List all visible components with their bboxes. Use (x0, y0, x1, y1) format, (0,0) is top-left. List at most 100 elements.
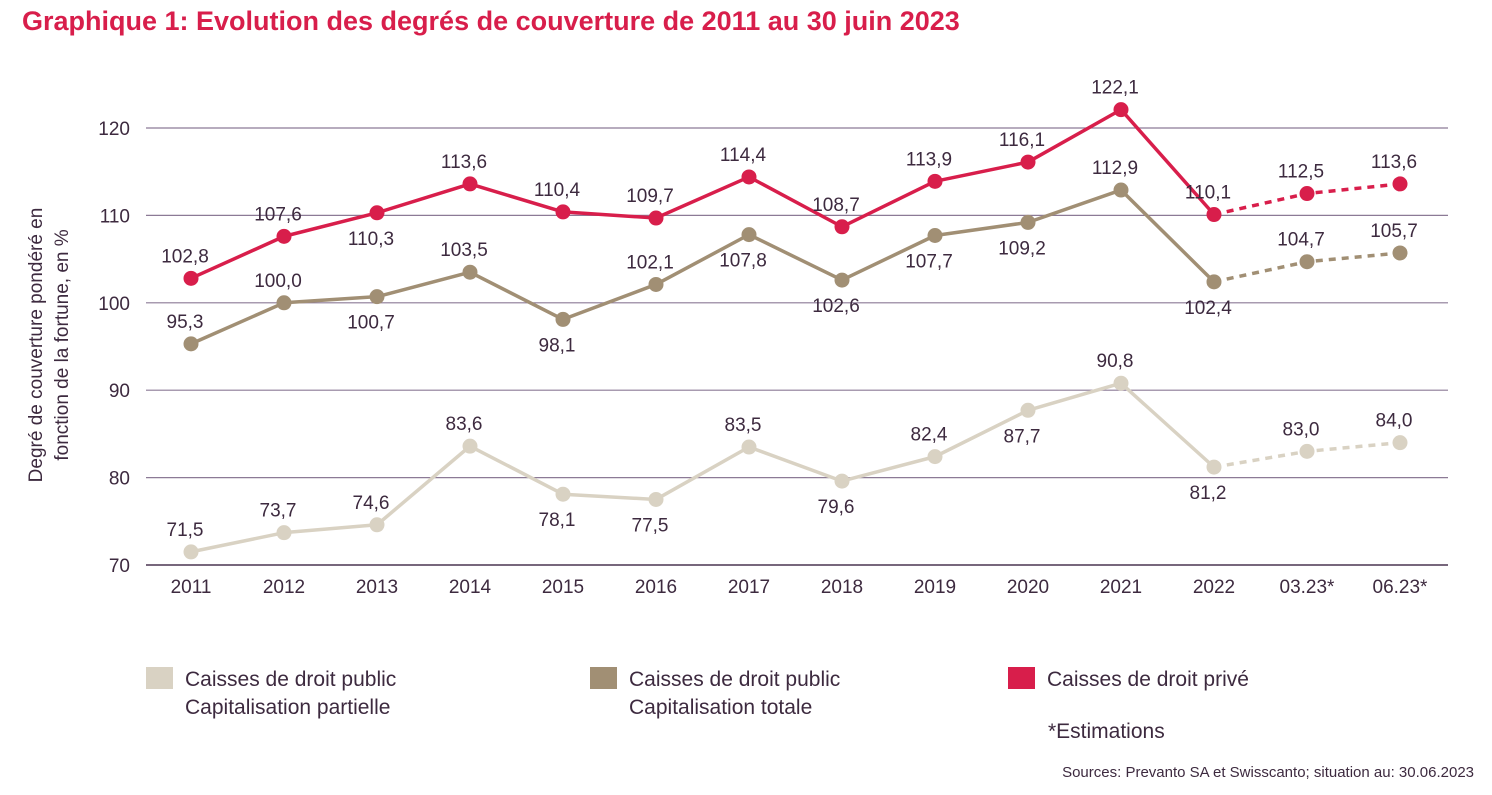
data-label-caisses-de-droit-prive: 108,7 (812, 195, 860, 216)
data-label-caisses-de-droit-prive: 109,7 (626, 186, 674, 207)
data-label-caisses-de-droit-public-capitalisation-totale: 102,4 (1184, 298, 1232, 319)
data-point-caisses-de-droit-public-capitalisation-partielle (184, 544, 199, 559)
x-tick-label: 2016 (635, 577, 677, 598)
legend-label-totale: Caisses de droit public Capitalisation t… (629, 666, 840, 722)
data-point-caisses-de-droit-public-capitalisation-partielle (370, 517, 385, 532)
sources-note: Sources: Prevanto SA et Swisscanto; situ… (1062, 764, 1474, 781)
data-label-caisses-de-droit-prive: 122,1 (1091, 78, 1139, 99)
y-tick-label: 100 (98, 294, 130, 315)
data-label-caisses-de-droit-public-capitalisation-partielle: 82,4 (911, 425, 948, 446)
data-point-caisses-de-droit-public-capitalisation-totale (835, 273, 850, 288)
data-label-caisses-de-droit-prive: 110,3 (348, 229, 394, 250)
data-point-caisses-de-droit-public-capitalisation-partielle (742, 440, 757, 455)
data-point-caisses-de-droit-prive (1207, 207, 1222, 222)
data-label-caisses-de-droit-public-capitalisation-partielle: 87,7 (1004, 426, 1041, 447)
data-point-caisses-de-droit-public-capitalisation-partielle (277, 525, 292, 540)
data-point-caisses-de-droit-public-capitalisation-totale (463, 265, 478, 280)
data-label-caisses-de-droit-prive: 112,5 (1278, 162, 1324, 183)
legend-partielle-line1: Caisses de droit public (185, 666, 396, 694)
legend-totale-line1: Caisses de droit public (629, 666, 840, 694)
data-label-caisses-de-droit-public-capitalisation-partielle: 83,5 (725, 415, 762, 436)
line-chart: 70 80 90 100 110 120 2011 2012 2013 2014 2015 2016 2… (0, 0, 1492, 640)
data-label-caisses-de-droit-prive: 114,4 (720, 145, 767, 166)
data-point-caisses-de-droit-prive (1300, 186, 1315, 201)
data-label-caisses-de-droit-public-capitalisation-totale: 102,6 (812, 296, 860, 317)
legend-item-partielle: Caisses de droit public Capitalisation p… (146, 666, 396, 722)
data-point-caisses-de-droit-prive (928, 174, 943, 189)
data-label-caisses-de-droit-public-capitalisation-partielle: 81,2 (1190, 483, 1227, 504)
y-tick-label: 90 (109, 381, 130, 402)
x-tick-label: 2014 (449, 577, 492, 598)
y-axis-label-line2: fonction de la fortune, en % (52, 229, 73, 460)
data-label-caisses-de-droit-public-capitalisation-totale: 107,8 (719, 251, 767, 272)
data-label-caisses-de-droit-public-capitalisation-partielle: 83,0 (1283, 419, 1320, 440)
data-label-caisses-de-droit-public-capitalisation-partielle: 84,0 (1376, 411, 1413, 432)
y-axis-label-line1: Degré de couverture pondéré en (26, 208, 47, 483)
data-label-caisses-de-droit-public-capitalisation-partielle: 90,8 (1097, 351, 1134, 372)
legend-totale-line2: Capitalisation totale (629, 694, 840, 722)
data-point-caisses-de-droit-public-capitalisation-partielle (1393, 435, 1408, 450)
data-point-caisses-de-droit-prive (742, 169, 757, 184)
data-point-caisses-de-droit-prive (835, 219, 850, 234)
estimation-note: *Estimations (1048, 720, 1165, 744)
legend-item-prive: Caisses de droit privé (1008, 666, 1249, 694)
legend-item-totale: Caisses de droit public Capitalisation t… (590, 666, 840, 722)
data-label-caisses-de-droit-prive: 116,1 (999, 130, 1045, 151)
data-point-caisses-de-droit-public-capitalisation-partielle (1114, 376, 1129, 391)
legend-prive-line1: Caisses de droit privé (1047, 666, 1249, 694)
x-tick-label: 2018 (821, 577, 863, 598)
data-point-caisses-de-droit-public-capitalisation-totale (1393, 245, 1408, 260)
data-label-caisses-de-droit-public-capitalisation-totale: 95,3 (167, 312, 204, 333)
legend-label-prive: Caisses de droit privé (1047, 666, 1249, 694)
x-tick-label: 2021 (1100, 577, 1142, 598)
data-label-caisses-de-droit-public-capitalisation-partielle: 77,5 (632, 515, 669, 536)
data-label-caisses-de-droit-public-capitalisation-totale: 107,7 (905, 252, 953, 273)
data-label-caisses-de-droit-public-capitalisation-partielle: 78,1 (539, 510, 576, 531)
data-point-caisses-de-droit-public-capitalisation-totale (370, 289, 385, 304)
x-tick-label: 2013 (356, 577, 398, 598)
data-label-caisses-de-droit-public-capitalisation-totale: 109,2 (998, 238, 1046, 259)
data-label-caisses-de-droit-public-capitalisation-partielle: 83,6 (446, 414, 483, 435)
data-label-caisses-de-droit-public-capitalisation-totale: 105,7 (1370, 221, 1418, 242)
y-tick-label: 70 (109, 556, 130, 577)
y-tick-label: 120 (98, 119, 130, 140)
data-point-caisses-de-droit-prive (1393, 176, 1408, 191)
data-label-caisses-de-droit-prive: 110,4 (534, 180, 581, 201)
x-tick-label: 2015 (542, 577, 584, 598)
data-label-caisses-de-droit-public-capitalisation-partielle: 71,5 (167, 520, 204, 541)
data-point-caisses-de-droit-prive (370, 205, 385, 220)
labels-layer: 102,8 107,6 110,3 113,6 110,4 109,7 114,4 108,7… (161, 78, 1418, 541)
data-point-caisses-de-droit-public-capitalisation-totale (649, 277, 664, 292)
x-tick-label: 2020 (1007, 577, 1049, 598)
y-tick-label: 80 (109, 469, 130, 490)
legend-swatch-prive (1008, 667, 1035, 689)
x-tick-label: 2011 (171, 577, 212, 598)
legend-swatch-totale (590, 667, 617, 689)
legend-partielle-line2: Capitalisation partielle (185, 694, 396, 722)
x-tick-label: 2019 (914, 577, 956, 598)
data-label-caisses-de-droit-public-capitalisation-partielle: 79,6 (818, 497, 855, 518)
data-label-caisses-de-droit-public-capitalisation-totale: 103,5 (440, 240, 488, 261)
data-label-caisses-de-droit-public-capitalisation-partielle: 73,7 (260, 501, 297, 522)
data-point-caisses-de-droit-prive (1021, 155, 1036, 170)
series-line-caisses-de-droit-public-capitalisation-totale (191, 190, 1214, 344)
data-label-caisses-de-droit-prive: 113,9 (906, 149, 952, 170)
data-point-caisses-de-droit-prive (649, 211, 664, 226)
data-label-caisses-de-droit-public-capitalisation-totale: 100,0 (254, 271, 302, 292)
data-point-caisses-de-droit-prive (463, 176, 478, 191)
data-point-caisses-de-droit-prive (184, 271, 199, 286)
legend-swatch-partielle (146, 667, 173, 689)
data-point-caisses-de-droit-public-capitalisation-totale (1300, 254, 1315, 269)
data-label-caisses-de-droit-public-capitalisation-totale: 104,7 (1277, 230, 1325, 251)
data-label-caisses-de-droit-prive: 110,1 (1185, 183, 1231, 204)
x-tick-label: 2012 (263, 577, 305, 598)
data-point-caisses-de-droit-public-capitalisation-totale (1114, 183, 1129, 198)
legend-label-partielle: Caisses de droit public Capitalisation p… (185, 666, 396, 722)
data-label-caisses-de-droit-public-capitalisation-partielle: 74,6 (353, 493, 390, 514)
data-label-caisses-de-droit-public-capitalisation-totale: 102,1 (626, 252, 674, 273)
data-point-caisses-de-droit-public-capitalisation-partielle (835, 474, 850, 489)
data-point-caisses-de-droit-public-capitalisation-partielle (1207, 460, 1222, 475)
data-point-caisses-de-droit-public-capitalisation-partielle (1300, 444, 1315, 459)
data-label-caisses-de-droit-prive: 107,6 (254, 204, 302, 225)
data-point-caisses-de-droit-public-capitalisation-partielle (556, 487, 571, 502)
